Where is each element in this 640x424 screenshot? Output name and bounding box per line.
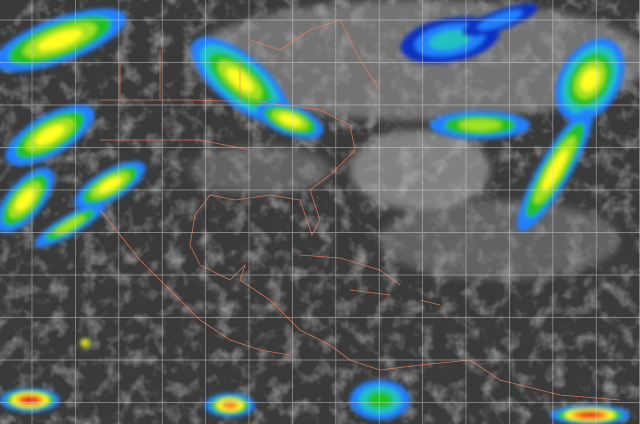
cloud-band xyxy=(367,391,393,409)
cloud-band xyxy=(542,149,568,191)
cloud-band xyxy=(35,124,65,146)
cloud-band xyxy=(580,68,600,92)
cloud-band xyxy=(221,401,239,409)
cloud-band xyxy=(82,340,88,346)
cloud-band xyxy=(98,177,122,193)
cloud-band xyxy=(428,29,472,51)
cloud-band xyxy=(579,412,601,418)
coastlines-and-borders xyxy=(99,19,621,401)
cloud-band xyxy=(458,119,502,131)
cloud-band xyxy=(15,189,35,211)
cloud-band xyxy=(37,29,83,51)
cloud-band xyxy=(54,215,85,235)
cloud-band xyxy=(278,113,302,127)
cloud-band xyxy=(21,396,39,404)
